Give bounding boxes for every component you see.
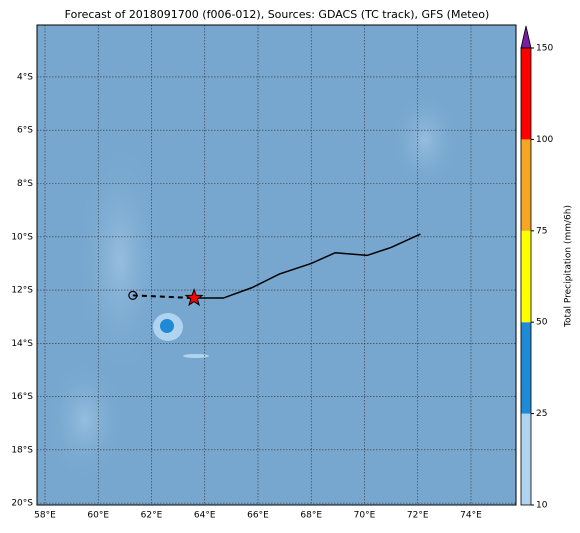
colorbar-tick-label: 150 — [536, 44, 553, 54]
y-tick-label: 16°S — [11, 392, 33, 402]
y-tick-label: 18°S — [11, 445, 33, 455]
x-tick-label: 64°E — [194, 511, 216, 521]
x-tick-label: 60°E — [87, 511, 109, 521]
track — [194, 233, 421, 299]
colorbar-segment — [521, 48, 531, 140]
current-position — [184, 288, 204, 307]
y-tick-label: 4°S — [17, 72, 33, 82]
x-tick-label: 68°E — [300, 511, 322, 521]
y-tick-label: 6°S — [17, 126, 33, 136]
y-tick-label: 8°S — [17, 179, 33, 189]
y-tick-label: 14°S — [11, 339, 33, 349]
colorbar-segment — [521, 413, 531, 505]
forecast-start — [128, 290, 138, 300]
grid — [37, 25, 516, 505]
colorbar-segment — [521, 139, 531, 231]
x-tick-label: 58°E — [34, 511, 56, 521]
colorbar-tick-label: 75 — [536, 226, 547, 236]
colorbar: 10 25 50 75 100 150 — [520, 25, 553, 511]
colorbar-tick-label: 50 — [536, 318, 548, 328]
colorbar-segment — [521, 230, 531, 323]
y-tick-label: 20°S — [11, 499, 33, 509]
frame — [36, 24, 517, 506]
track — [128, 233, 421, 307]
precip-area — [160, 319, 174, 333]
colorbar-frame — [520, 47, 532, 506]
precip-haze — [390, 90, 460, 190]
forecast-track — [132, 294, 195, 300]
colorbar-tick-label: 25 — [536, 409, 547, 419]
colorbar-segment — [521, 322, 531, 414]
x-tick-label: 70°E — [354, 511, 376, 521]
y-tick-label: 10°S — [11, 232, 33, 242]
x-tick-label: 74°E — [460, 511, 482, 521]
chart-title: Forecast of 2018091700 (f006-012), Sourc… — [65, 8, 490, 21]
precip-haze — [75, 140, 165, 380]
y-tick-label: 12°S — [11, 286, 33, 296]
precip-area — [183, 354, 209, 358]
x-tick-label: 62°E — [141, 511, 163, 521]
precip-haze — [45, 360, 125, 480]
x-tick-label: 72°E — [407, 511, 429, 521]
x-tick-label: 66°E — [247, 511, 269, 521]
colorbar-label: Total Precipitation (mm/6h) — [564, 205, 574, 328]
colorbar-extend — [520, 25, 532, 49]
colorbar-tick-label: 100 — [536, 135, 553, 145]
colorbar-tick-label: 10 — [536, 501, 548, 511]
